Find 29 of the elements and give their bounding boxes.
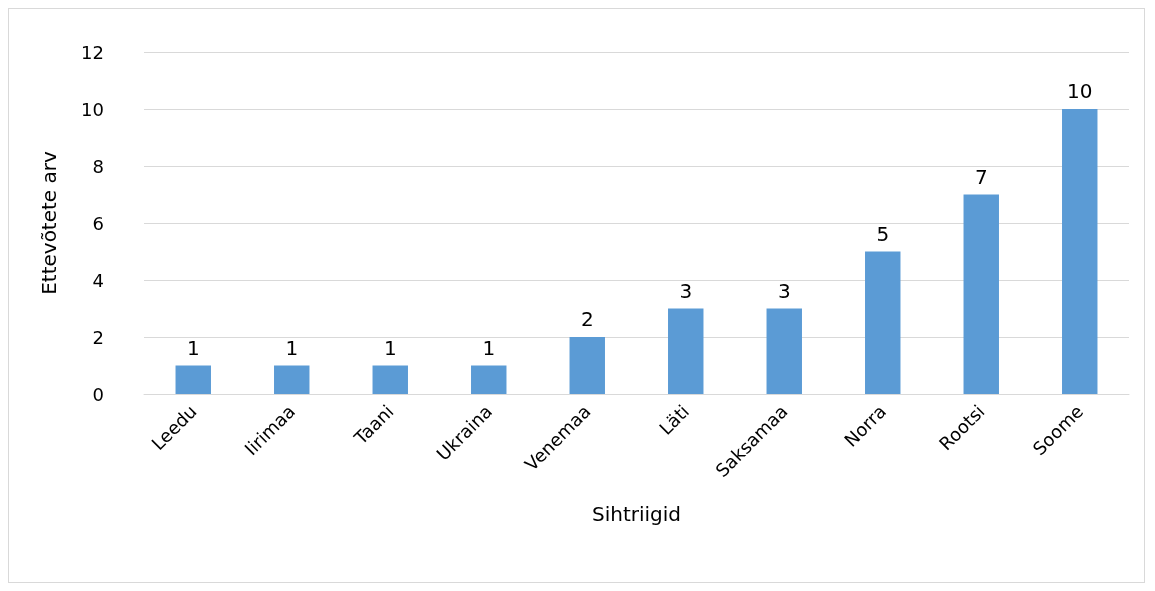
y-tick-label: 10 [81, 98, 104, 120]
data-label: 3 [679, 278, 693, 303]
y-tick-label: 4 [92, 269, 104, 291]
bar [668, 308, 704, 394]
bar [372, 365, 408, 394]
data-label: 7 [974, 164, 988, 189]
bar [175, 365, 211, 394]
bar [471, 365, 507, 394]
y-tick-label: 6 [92, 212, 104, 234]
bar [963, 194, 999, 394]
y-tick-label: 2 [92, 326, 104, 348]
y-axis-title: Ettevõtete arv [37, 151, 61, 295]
bar [1062, 109, 1098, 394]
bar [766, 308, 802, 394]
bar [274, 365, 310, 394]
y-tick-label: 12 [81, 41, 104, 63]
data-label: 10 [1067, 79, 1093, 103]
bar [569, 337, 605, 394]
data-label: 1 [186, 335, 200, 360]
bar [865, 251, 901, 394]
x-axis-title: Sihtriigid [591, 502, 682, 526]
data-label: 1 [285, 335, 299, 360]
y-tick-label: 0 [92, 383, 104, 405]
data-label: 5 [876, 221, 890, 246]
data-label: 1 [482, 335, 496, 360]
data-label: 2 [580, 307, 594, 331]
data-label: 3 [777, 278, 791, 303]
y-tick-label: 8 [92, 155, 104, 177]
data-label: 1 [383, 335, 397, 360]
